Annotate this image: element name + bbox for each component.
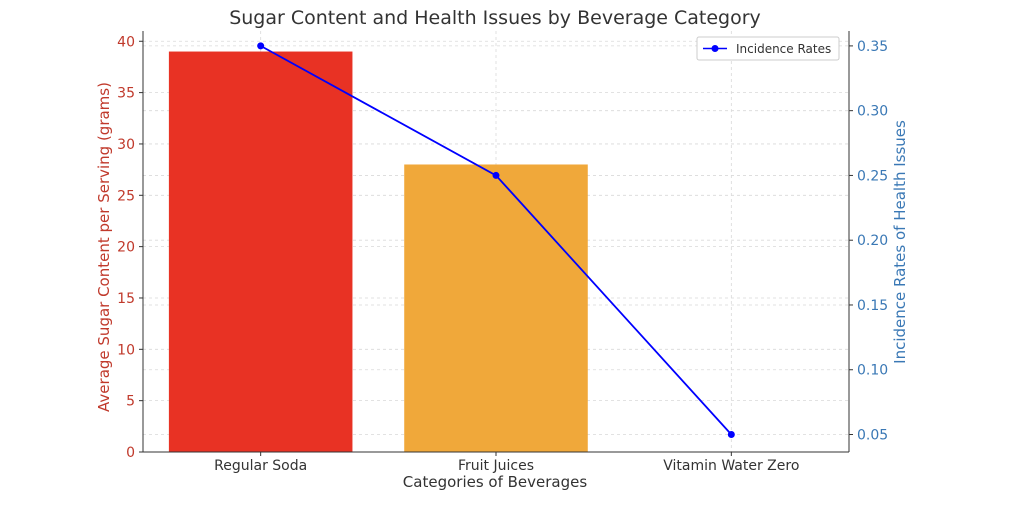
y-tick-label: 40 xyxy=(117,34,135,50)
y-tick-label: 15 xyxy=(117,291,135,307)
y-tick-label: 5 xyxy=(126,394,135,410)
legend-marker-icon xyxy=(711,45,719,52)
axes: 0 5 10 15 20 25 30 35 40 0.05 0.10 0.15 0.20 0.25 0.30… xyxy=(117,31,888,474)
y-tick-label: 0 xyxy=(126,445,135,461)
y2-tick-label: 0.15 xyxy=(857,298,888,314)
bar-series xyxy=(168,51,588,453)
y2-axis-label: Incidence Rates of Health Issues xyxy=(891,120,909,364)
line-series xyxy=(257,42,735,439)
x-tick-label: Regular Soda xyxy=(214,458,307,474)
y-tick-label: 20 xyxy=(117,240,135,256)
bar xyxy=(404,164,588,453)
x-tick-label: Fruit Juices xyxy=(458,458,534,474)
chart-title: Sugar Content and Health Issues by Bever… xyxy=(229,7,761,29)
legend-label: Incidence Rates xyxy=(736,42,831,56)
y2-tick-label: 0.20 xyxy=(857,233,888,249)
y-tick-label: 35 xyxy=(117,86,135,102)
legend-box xyxy=(696,36,840,61)
line-point xyxy=(727,431,735,439)
legend: Incidence Rates xyxy=(696,36,840,61)
y2-tick-label: 0.05 xyxy=(857,428,888,444)
y-tick-label: 30 xyxy=(117,137,135,153)
y-axis-label: Average Sugar Content per Serving (grams… xyxy=(95,82,113,412)
bar xyxy=(168,51,353,452)
x-tick-label: Vitamin Water Zero xyxy=(663,458,799,474)
y2-tick-label: 0.10 xyxy=(857,363,888,379)
x-axis-label: Categories of Beverages xyxy=(403,473,588,491)
line-point xyxy=(492,171,500,179)
y2-tick-label: 0.35 xyxy=(857,39,888,55)
y2-tick-label: 0.30 xyxy=(857,104,888,120)
y2-tick-label: 0.25 xyxy=(857,168,888,184)
y-tick-label: 10 xyxy=(117,342,135,358)
y-tick-label: 25 xyxy=(117,188,135,204)
line-point xyxy=(257,42,265,50)
